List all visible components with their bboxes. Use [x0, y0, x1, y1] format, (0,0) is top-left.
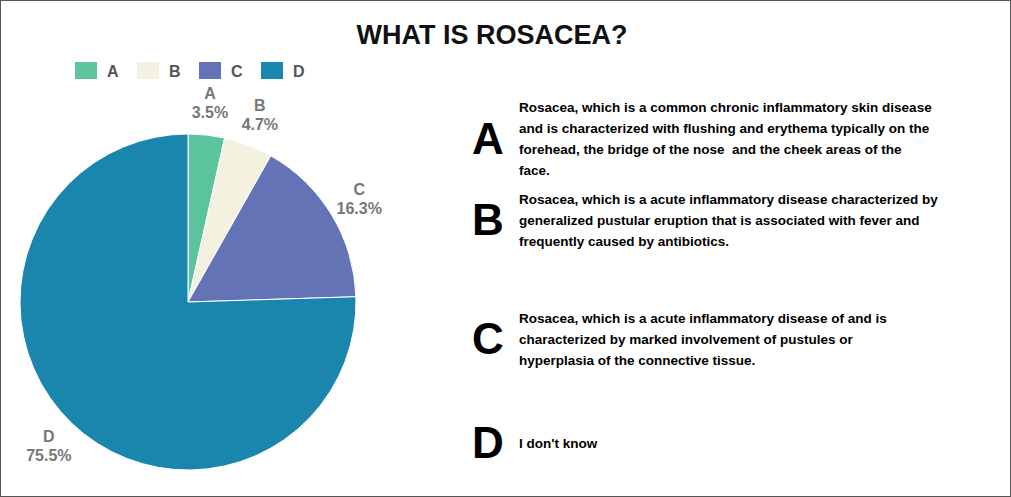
- option-letter: B: [472, 195, 504, 244]
- data-label: 16.3%: [336, 200, 381, 217]
- option-text: I don't know: [519, 436, 598, 451]
- slice-label: A 3.5%: [192, 85, 228, 121]
- legend-label: B: [169, 63, 181, 80]
- option-text: Rosacea, which is a acute inflammatory d…: [519, 192, 938, 207]
- option-text: Rosacea, which is a common chronic infla…: [519, 100, 932, 115]
- slice-label: D 75.5%: [26, 428, 71, 464]
- legend-swatch: [137, 62, 159, 79]
- legend-label: D: [293, 63, 305, 80]
- legend: A B C D: [75, 62, 305, 80]
- slice: [20, 134, 356, 470]
- slice-label: B 4.7%: [242, 97, 278, 133]
- option-text: generalized pustular eruption that is as…: [519, 213, 920, 228]
- slice-category: B: [254, 97, 266, 114]
- option-letter: C: [472, 314, 504, 363]
- slice-label: C 16.3%: [336, 181, 381, 217]
- frame: [1, 1, 1011, 497]
- option-text: Rosacea, which is a acute inflammatory d…: [519, 311, 887, 326]
- option-letter: A: [472, 114, 504, 163]
- data-label: 75.5%: [26, 447, 71, 464]
- option-letter: D: [472, 418, 504, 467]
- option-text: and is characterized with flushing and e…: [519, 121, 930, 136]
- legend-label: C: [231, 63, 243, 80]
- legend-swatch: [199, 62, 221, 79]
- data-label: 4.7%: [242, 116, 278, 133]
- option-text: frequently caused by antibiotics.: [519, 234, 729, 249]
- legend-swatch: [261, 62, 283, 79]
- pie: A 3.5% B 4.7% C 16.3% D 75.5%: [20, 85, 382, 470]
- slice-category: D: [43, 428, 55, 445]
- option-text: forehead, the bridge of the nose and the…: [519, 142, 902, 157]
- chart: WHAT IS ROSACEA?ABCDA3.5%B4.7%C16.3%D75.…: [0, 0, 1011, 497]
- annotations: A Rosacea, which is a common chronic infl…: [472, 100, 938, 467]
- slice-category: C: [353, 181, 365, 198]
- data-label: 3.5%: [192, 104, 228, 121]
- legend-swatch: [75, 62, 97, 79]
- legend-label: A: [107, 63, 119, 80]
- option-text: face.: [519, 163, 550, 178]
- slice: [188, 156, 356, 302]
- option-text: characterized by marked involvement of p…: [519, 332, 854, 347]
- slice-category: A: [204, 85, 216, 102]
- title: WHAT IS ROSACEA?: [357, 20, 628, 50]
- option-text: hyperplasia of the connective tissue.: [519, 353, 755, 368]
